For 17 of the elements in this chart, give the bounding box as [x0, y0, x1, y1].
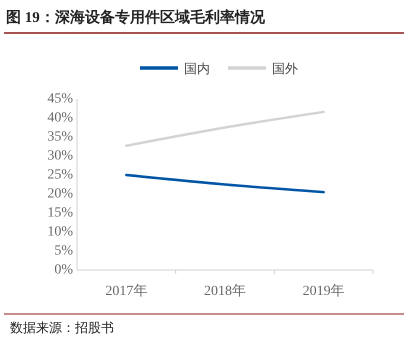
- source-note: 数据来源：招股书: [10, 320, 114, 335]
- y-tick-label: 25%: [47, 168, 74, 182]
- y-tick-label: 5%: [54, 244, 74, 258]
- y-tick-label: 30%: [47, 148, 74, 164]
- legend-label: 国内: [184, 61, 210, 76]
- y-tick-label: 10%: [47, 224, 74, 240]
- y-tick-label: 45%: [47, 92, 74, 106]
- y-tick-label: 35%: [47, 130, 74, 144]
- y-tick-label: 40%: [47, 110, 74, 126]
- chart-title: 图 19：深海设备专用件区域毛利率情况: [6, 8, 266, 26]
- x-tick-label: 2018年: [204, 283, 246, 299]
- legend-label: 国外: [272, 61, 298, 76]
- y-tick-label: 0%: [54, 262, 74, 278]
- x-tick-label: 2017年: [105, 283, 148, 299]
- y-tick-label: 20%: [47, 186, 74, 202]
- x-tick-label: 2019年: [302, 283, 345, 299]
- y-tick-label: 15%: [47, 206, 74, 220]
